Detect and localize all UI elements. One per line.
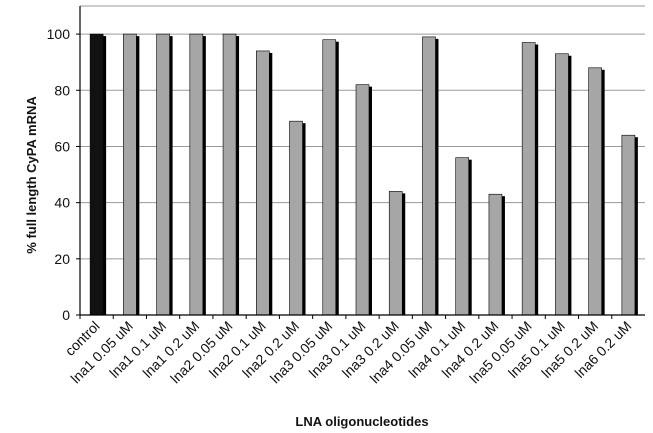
bar-shadow: [568, 55, 572, 315]
bar: [289, 120, 303, 316]
bar-shadow: [435, 38, 439, 316]
bar: [588, 67, 602, 316]
y-tick-label: 80: [54, 82, 70, 98]
y-tick-labels: 0 20 40 60 80 100: [47, 26, 71, 323]
bar-shadow: [103, 36, 107, 315]
bar-shadow: [169, 36, 173, 315]
bar-shadow: [634, 137, 638, 315]
bar: [455, 157, 470, 316]
y-tick-label: 100: [47, 26, 71, 42]
bar: [521, 42, 536, 316]
bar-shadow: [535, 44, 539, 315]
y-tick-label: 60: [54, 138, 70, 154]
axes: [76, 6, 645, 319]
bar-shadow: [269, 52, 273, 315]
bar-shadow: [202, 36, 206, 315]
bar: [555, 53, 569, 316]
bar-shadow: [601, 69, 605, 315]
bar: [222, 33, 237, 316]
bar-shadow: [468, 159, 472, 315]
bar: [89, 33, 104, 316]
y-tick-label: 0: [62, 307, 70, 323]
bar: [189, 33, 204, 316]
x-axis-title: LNA oligonucleotides: [295, 414, 428, 429]
bar-shadow: [501, 196, 505, 315]
bar: [422, 36, 436, 316]
bar-shadow: [136, 36, 140, 315]
bar: [388, 191, 403, 316]
bar: [255, 50, 270, 316]
y-tick-label: 20: [54, 251, 70, 267]
bar: [156, 33, 170, 316]
bar: [322, 39, 337, 316]
bar: [355, 84, 370, 316]
bar-shadow: [369, 86, 372, 316]
bar-shadow: [402, 193, 406, 315]
bar: [488, 193, 503, 316]
bar-shadow: [302, 123, 306, 315]
bar-shadow: [335, 41, 339, 315]
bar: [621, 134, 636, 316]
bars: [89, 33, 638, 316]
bar-shadow: [236, 36, 240, 315]
y-axis-title: % full length CyPA mRNA: [24, 96, 39, 254]
y-tick-label: 40: [54, 195, 70, 211]
bar: [123, 33, 137, 316]
